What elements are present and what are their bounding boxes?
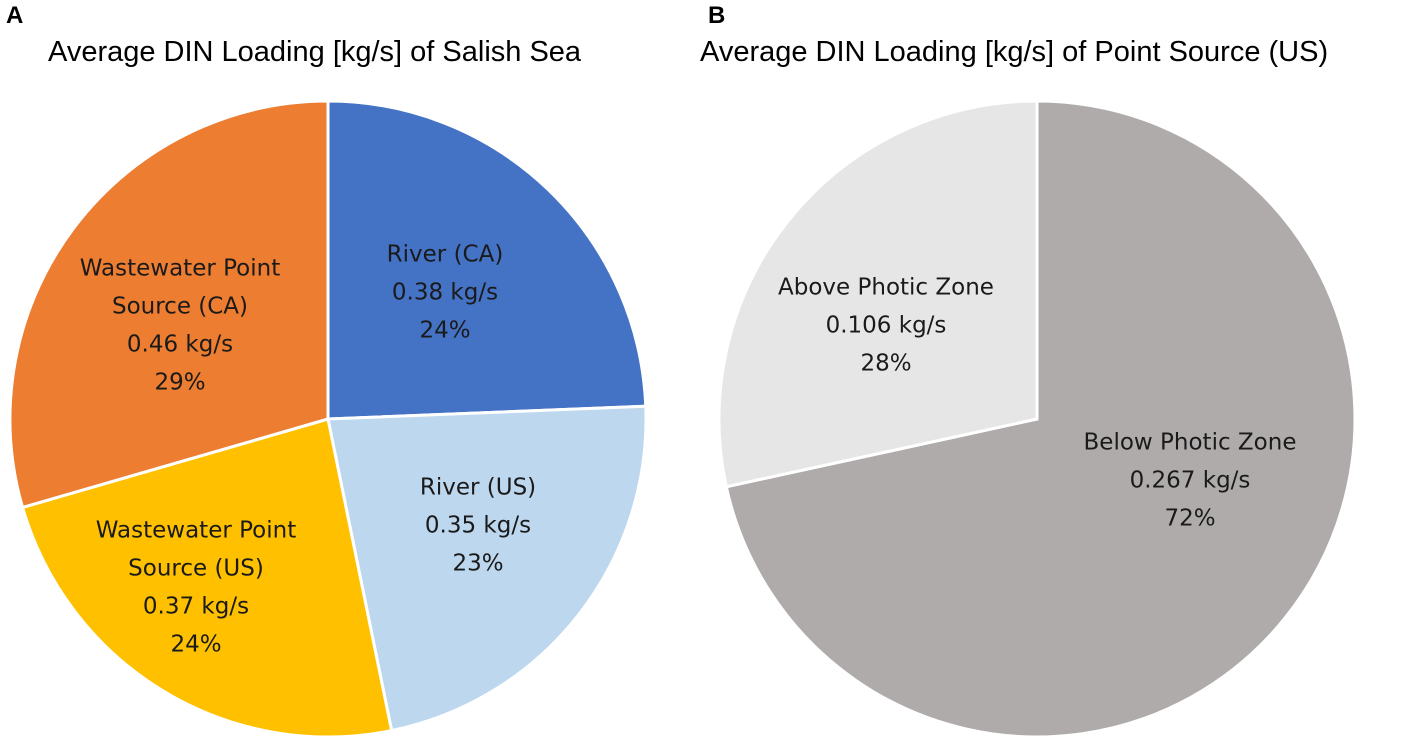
pie-chart-b: Below Photic Zone 0.267 kg/s 72% Above Phot… [717,99,1357,739]
chart-title-a: Average DIN Loading [kg/s] of Salish Sea [48,36,582,68]
data-label-wastewater-point-source-us-name: Source (US) [128,556,264,582]
data-label-river-ca-value: 0.38 kg/s [392,280,498,306]
data-label-below-photic-zone-percent: 72% [1164,506,1215,532]
data-label-above-photic-zone-name: Above Photic Zone [778,275,994,301]
panel-letter-b: B [708,2,726,29]
data-label-wastewater-point-source-ca-value: 0.46 kg/s [127,332,233,358]
data-label-river-us-name: River (US) [420,475,536,501]
data-label-wastewater-point-source-us-value: 0.37 kg/s [143,594,249,620]
pie-slice-river-us [326,404,648,733]
pie-slice-below-photic-zone [724,99,1357,739]
data-label-wastewater-point-source-ca-percent: 29% [154,370,205,396]
data-label-above-photic-zone-value: 0.106 kg/s [826,313,947,339]
data-label-wastewater-point-source-ca-name: Wastewater Point [80,256,280,282]
pie-slice-wastewater-point-source-ca [8,99,330,510]
data-label-river-us-value: 0.35 kg/s [425,513,531,539]
data-label-river-us-percent: 23% [452,551,503,577]
chart-title-b: Average DIN Loading [kg/s] of Point Sour… [700,36,1329,68]
pie-slice-river-ca [326,99,648,421]
data-label-above-photic-zone-percent: 28% [860,351,911,377]
data-label-river-ca-name: River (CA) [387,242,504,268]
panel-b: B Average DIN Loading [kg/s] of Point So… [690,0,1418,741]
data-label-wastewater-point-source-us-name: Wastewater Point [96,518,296,544]
panel-letter-a: A [6,2,24,29]
pie-chart-a: River (CA) 0.38 kg/s 24% River (US) 0.35 kg/… [8,99,648,739]
data-label-below-photic-zone-value: 0.267 kg/s [1130,468,1251,494]
data-label-river-ca-percent: 24% [419,318,470,344]
pie-slice-above-photic-zone [717,99,1039,489]
panel-a: A Average DIN Loading [kg/s] of Salish S… [0,0,690,741]
pie-slice-wastewater-point-source-us [20,417,394,739]
data-label-wastewater-point-source-us-percent: 24% [170,632,221,658]
data-label-wastewater-point-source-ca-name: Source (CA) [112,294,248,320]
data-label-below-photic-zone-name: Below Photic Zone [1084,430,1297,456]
